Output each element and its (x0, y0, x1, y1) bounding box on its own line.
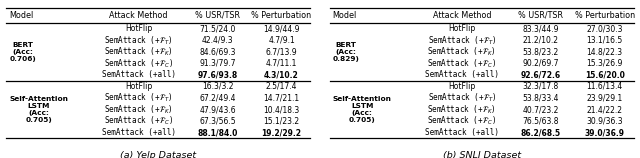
Text: Attack Method: Attack Method (109, 11, 168, 20)
Text: 32.3/17.8: 32.3/17.8 (523, 82, 559, 91)
Text: SemAttack (+$\mathcal{F}_C$): SemAttack (+$\mathcal{F}_C$) (428, 115, 497, 127)
Text: 27.0/30.3: 27.0/30.3 (586, 24, 623, 33)
Text: 10.4/18.3: 10.4/18.3 (264, 105, 300, 114)
Text: 53.8/23.2: 53.8/23.2 (523, 47, 559, 56)
Text: 14.9/44.9: 14.9/44.9 (263, 24, 300, 33)
Text: 42.4/9.3: 42.4/9.3 (202, 36, 234, 45)
Text: SemAttack (+$\mathcal{F}_C$): SemAttack (+$\mathcal{F}_C$) (428, 57, 497, 70)
Text: SemAttack (+all): SemAttack (+all) (102, 70, 175, 79)
Text: 2.5/17.4: 2.5/17.4 (266, 82, 297, 91)
Text: 11.6/13.4: 11.6/13.4 (587, 82, 623, 91)
Text: 4.7/11.1: 4.7/11.1 (266, 59, 297, 68)
Text: SemAttack (+$\mathcal{F}_T$): SemAttack (+$\mathcal{F}_T$) (104, 92, 173, 104)
Text: SemAttack (+$\mathcal{F}_K$): SemAttack (+$\mathcal{F}_K$) (104, 103, 173, 116)
Text: Self-Attention
LSTM
(Acc:
0.705): Self-Attention LSTM (Acc: 0.705) (333, 96, 392, 123)
Text: SemAttack (+$\mathcal{F}_K$): SemAttack (+$\mathcal{F}_K$) (428, 103, 496, 116)
Text: 53.8/33.4: 53.8/33.4 (523, 94, 559, 103)
Text: % Perturbation: % Perturbation (252, 11, 312, 20)
Text: 21.2/10.2: 21.2/10.2 (523, 36, 559, 45)
Text: 92.6/72.6: 92.6/72.6 (521, 70, 561, 79)
Text: SemAttack (+$\mathcal{F}_T$): SemAttack (+$\mathcal{F}_T$) (428, 92, 496, 104)
Text: SemAttack (+$\mathcal{F}_T$): SemAttack (+$\mathcal{F}_T$) (104, 34, 173, 47)
Text: 13.1/16.5: 13.1/16.5 (587, 36, 623, 45)
Text: HotFlip: HotFlip (125, 24, 152, 33)
Text: 88.1/84.0: 88.1/84.0 (198, 128, 238, 137)
Text: 15.1/23.2: 15.1/23.2 (264, 117, 300, 126)
Text: SemAttack (+$\mathcal{F}_T$): SemAttack (+$\mathcal{F}_T$) (428, 34, 496, 47)
Text: 90.2/69.7: 90.2/69.7 (523, 59, 559, 68)
Text: 67.3/56.5: 67.3/56.5 (200, 117, 236, 126)
Text: 84.6/69.3: 84.6/69.3 (200, 47, 236, 56)
Text: 15.3/26.9: 15.3/26.9 (586, 59, 623, 68)
Text: SemAttack (+$\mathcal{F}_C$): SemAttack (+$\mathcal{F}_C$) (104, 57, 173, 70)
Text: 14.7/21.1: 14.7/21.1 (264, 94, 300, 103)
Text: 97.6/93.8: 97.6/93.8 (198, 70, 238, 79)
Text: SemAttack (+$\mathcal{F}_K$): SemAttack (+$\mathcal{F}_K$) (104, 46, 173, 58)
Text: 47.9/43.6: 47.9/43.6 (200, 105, 236, 114)
Text: SemAttack (+all): SemAttack (+all) (425, 128, 499, 137)
Text: 71.5/24.0: 71.5/24.0 (200, 24, 236, 33)
Text: HotFlip: HotFlip (448, 82, 476, 91)
Text: 86.2/68.5: 86.2/68.5 (521, 128, 561, 137)
Text: % Perturbation: % Perturbation (575, 11, 635, 20)
Text: 4.7/9.1: 4.7/9.1 (268, 36, 295, 45)
Text: 40.7/23.2: 40.7/23.2 (523, 105, 559, 114)
Text: BERT
(Acc:
0.829): BERT (Acc: 0.829) (333, 42, 360, 62)
Text: (b) SNLI Dataset: (b) SNLI Dataset (442, 151, 521, 158)
Text: HotFlip: HotFlip (125, 82, 152, 91)
Text: 23.9/29.1: 23.9/29.1 (587, 94, 623, 103)
Text: SemAttack (+all): SemAttack (+all) (102, 128, 175, 137)
Text: 14.8/22.3: 14.8/22.3 (587, 47, 623, 56)
Text: SemAttack (+all): SemAttack (+all) (425, 70, 499, 79)
Text: Model: Model (333, 11, 357, 20)
Text: 67.2/49.4: 67.2/49.4 (200, 94, 236, 103)
Text: 21.4/22.2: 21.4/22.2 (587, 105, 623, 114)
Text: 30.9/36.3: 30.9/36.3 (586, 117, 623, 126)
Text: (a) Yelp Dataset: (a) Yelp Dataset (120, 151, 196, 158)
Text: 39.0/36.9: 39.0/36.9 (585, 128, 625, 137)
Text: 16.3/3.2: 16.3/3.2 (202, 82, 234, 91)
Text: 76.5/63.8: 76.5/63.8 (523, 117, 559, 126)
Text: 19.2/29.2: 19.2/29.2 (262, 128, 301, 137)
Text: BERT
(Acc:
0.706): BERT (Acc: 0.706) (10, 42, 36, 62)
Text: HotFlip: HotFlip (448, 24, 476, 33)
Text: Self-Attention
LSTM
(Acc:
0.705): Self-Attention LSTM (Acc: 0.705) (10, 96, 68, 123)
Text: 15.6/20.0: 15.6/20.0 (585, 70, 625, 79)
Text: 91.3/79.7: 91.3/79.7 (200, 59, 236, 68)
Text: SemAttack (+$\mathcal{F}_C$): SemAttack (+$\mathcal{F}_C$) (104, 115, 173, 127)
Text: Model: Model (10, 11, 34, 20)
Text: 6.7/13.9: 6.7/13.9 (266, 47, 298, 56)
Text: 83.3/44.9: 83.3/44.9 (523, 24, 559, 33)
Text: Attack Method: Attack Method (433, 11, 491, 20)
Text: % USR/TSR: % USR/TSR (518, 11, 563, 20)
Text: SemAttack (+$\mathcal{F}_K$): SemAttack (+$\mathcal{F}_K$) (428, 46, 496, 58)
Text: 4.3/10.2: 4.3/10.2 (264, 70, 299, 79)
Text: % USR/TSR: % USR/TSR (195, 11, 240, 20)
